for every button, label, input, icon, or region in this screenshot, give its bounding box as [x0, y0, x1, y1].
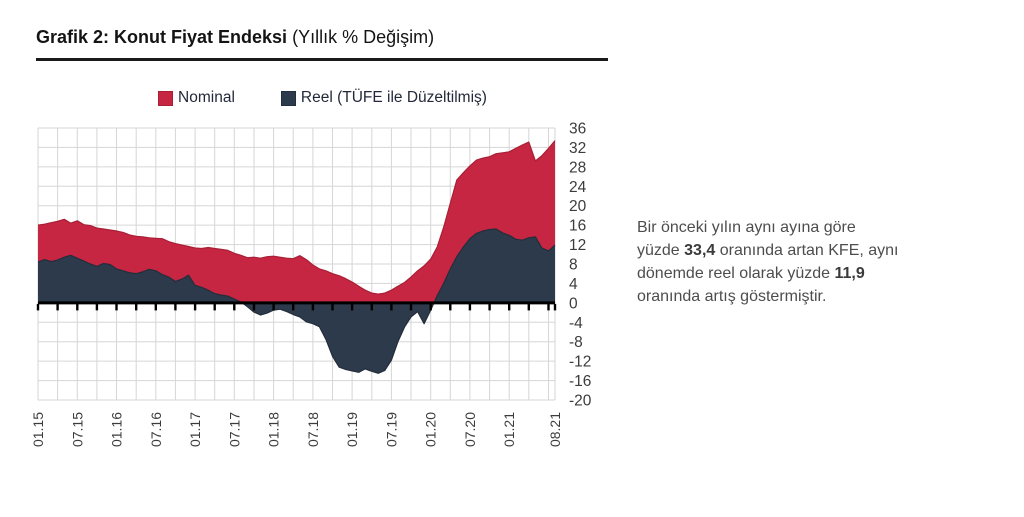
- svg-text:-20: -20: [569, 393, 592, 410]
- reel-swatch-icon: [280, 90, 296, 106]
- series-reel: [37, 228, 556, 374]
- svg-text:07.18: 07.18: [305, 412, 321, 447]
- svg-text:20: 20: [569, 198, 587, 215]
- svg-text:0: 0: [569, 295, 578, 312]
- page-title-subtitle: (Yıllık % Değişim): [292, 27, 435, 47]
- page-title-main: Grafik 2: Konut Fiyat Endeksi: [36, 27, 288, 47]
- legend-reel-label: Reel (TÜFE ile Düzeltilmiş): [300, 89, 487, 106]
- area-chart: 36 32 28 24 20 16 12 8 4 0 -4 -8 -12 -16 -20 01.15 07.15…: [30, 121, 592, 448]
- x-axis: [36, 301, 557, 311]
- svg-text:12: 12: [569, 237, 586, 254]
- svg-text:-8: -8: [569, 334, 583, 351]
- nominal-swatch-icon: [158, 90, 174, 106]
- svg-text:01.18: 01.18: [266, 412, 282, 447]
- svg-text:01.19: 01.19: [344, 412, 360, 447]
- svg-text:07.16: 07.16: [148, 412, 164, 447]
- svg-text:01.21: 01.21: [501, 412, 517, 447]
- y-axis-labels: 36 32 28 24 20 16 12 8 4 0 -4 -8 -12 -16 -20: [569, 121, 592, 410]
- x-axis-labels: 01.15 07.15 01.16 07.16 01.17 07.17 01.18 07.18…: [30, 412, 563, 447]
- legend-nominal-label: Nominal: [178, 89, 235, 106]
- svg-text:28: 28: [569, 159, 586, 176]
- svg-text:07.19: 07.19: [383, 412, 399, 447]
- svg-text:01.17: 01.17: [187, 412, 203, 447]
- svg-text:08.21: 08.21: [547, 412, 563, 447]
- legend-item-nominal: Nominal: [158, 89, 235, 107]
- svg-text:-16: -16: [569, 373, 591, 390]
- chart-legend: Nominal Reel (TÜFE ile Düzeltilmiş): [30, 89, 615, 107]
- svg-text:8: 8: [569, 257, 578, 274]
- series-nominal: [37, 140, 556, 303]
- svg-text:07.20: 07.20: [462, 412, 478, 447]
- svg-text:24: 24: [569, 179, 587, 196]
- svg-text:16: 16: [569, 218, 586, 235]
- svg-text:07.15: 07.15: [69, 412, 85, 447]
- legend-item-reel: Reel (TÜFE ile Düzeltilmiş): [280, 89, 487, 107]
- svg-text:01.20: 01.20: [423, 412, 439, 447]
- title-divider: [36, 58, 608, 61]
- page-title: Grafik 2: Konut Fiyat Endeksi (Yıllık % …: [36, 27, 434, 48]
- svg-text:4: 4: [569, 276, 578, 293]
- svg-text:07.17: 07.17: [226, 412, 242, 447]
- annotation-text: Bir önceki yılın aynı ayına göre yüzde 33…: [637, 219, 899, 305]
- svg-text:01.15: 01.15: [30, 412, 46, 447]
- svg-text:-12: -12: [569, 354, 591, 371]
- svg-text:01.16: 01.16: [109, 412, 125, 447]
- svg-text:32: 32: [569, 140, 586, 157]
- svg-text:36: 36: [569, 121, 586, 138]
- svg-text:-4: -4: [569, 315, 583, 332]
